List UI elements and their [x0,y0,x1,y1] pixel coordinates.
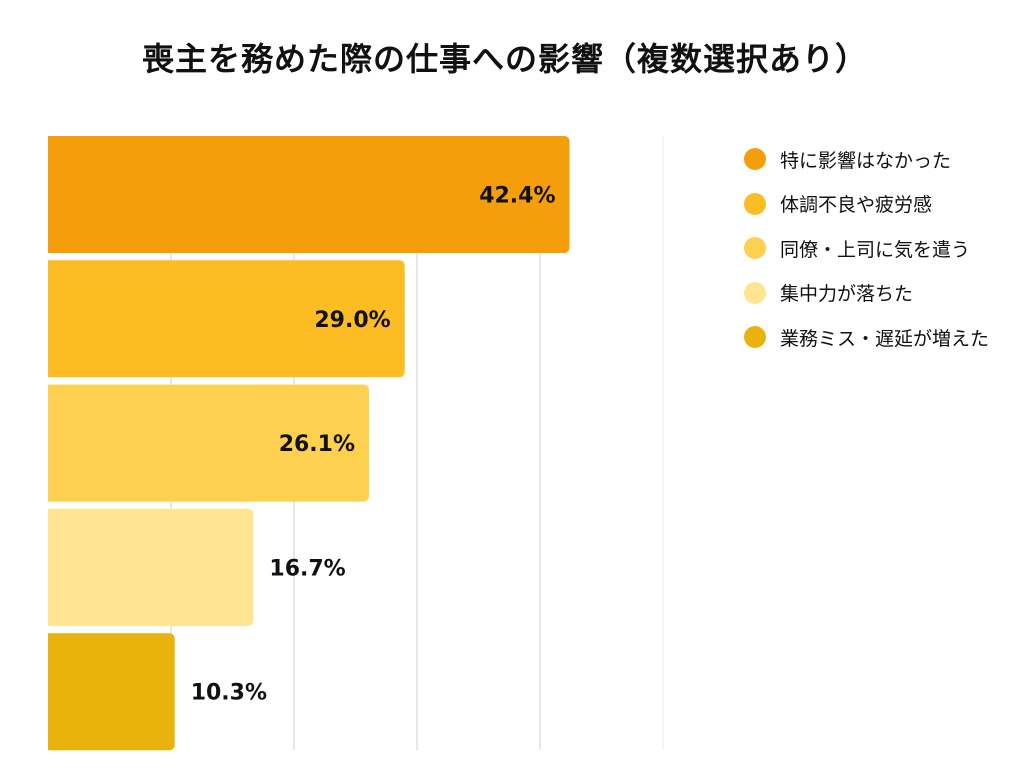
chart-title: 喪主を務めた際の仕事への影響（複数選択あり） [141,40,868,78]
bar-2 [48,260,405,378]
data-label-5: 10.3% [191,681,267,706]
legend-item: 業務ミス・遅延が増えた [744,315,989,360]
legend-item: 特に影響はなかった [744,137,989,182]
legend-label: 体調不良や疲労感 [780,194,933,217]
legend-swatch-icon [744,281,766,304]
data-label-3: 26.1% [279,432,355,457]
legend-item: 体調不良や疲労感 [744,182,989,227]
legend-swatch-icon [744,237,766,260]
data-label-4: 16.7% [269,556,345,581]
legend-label: 特に影響はなかった [780,149,952,172]
legend-label: 同僚・上司に気を遣う [780,238,971,261]
bar-5 [48,633,175,751]
legend-swatch-icon [744,148,766,171]
legend-item: 同僚・上司に気を遣う [744,226,989,271]
legend-swatch-icon [744,326,766,349]
bar-chart: 42.4% 29.0% 26.1% 16.7% 10.3% [48,136,664,751]
legend-item: 集中力が落ちた [744,271,989,316]
bar-4 [48,508,254,626]
legend-swatch-icon [744,192,766,215]
legend-label: 集中力が落ちた [780,283,914,306]
data-label-1: 42.4% [479,184,555,209]
bar-1 [48,136,570,253]
data-label-2: 29.0% [314,308,390,333]
legend-label: 業務ミス・遅延が増えた [780,327,990,350]
legend: 特に影響はなかった 体調不良や疲労感同僚・上司に気を遣う 集中力が落ちた業務ミス・遅… [744,137,989,360]
bar-3 [48,384,370,502]
